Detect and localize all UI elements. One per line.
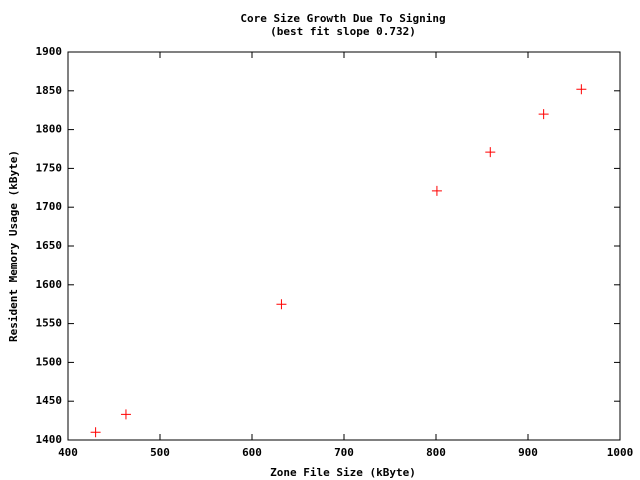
y-tick-label: 1800 <box>36 123 63 136</box>
x-tick-label: 800 <box>426 446 446 459</box>
x-tick-label: 500 <box>150 446 170 459</box>
x-axis-label: Zone File Size (kByte) <box>270 466 416 479</box>
y-tick-label: 1650 <box>36 239 63 252</box>
x-tick-label: 900 <box>518 446 538 459</box>
chart-title: Core Size Growth Due To Signing <box>240 12 445 25</box>
x-tick-label: 1000 <box>607 446 634 459</box>
y-tick-label: 1850 <box>36 84 63 97</box>
x-tick-label: 700 <box>334 446 354 459</box>
y-tick-label: 1700 <box>36 200 63 213</box>
y-tick-label: 1900 <box>36 45 63 58</box>
point <box>576 84 587 95</box>
point <box>276 299 287 310</box>
point <box>431 185 442 196</box>
point <box>120 409 131 420</box>
y-tick-label: 1400 <box>36 433 63 446</box>
point <box>485 147 496 158</box>
y-tick-label: 1550 <box>36 317 63 330</box>
y-tick-label: 1750 <box>36 161 63 174</box>
y-tick-label: 1600 <box>36 278 63 291</box>
point <box>538 109 549 120</box>
y-tick-label: 1500 <box>36 355 63 368</box>
x-tick-label: 400 <box>58 446 78 459</box>
y-tick-label: 1450 <box>36 394 63 407</box>
chart-subtitle: (best fit slope 0.732) <box>270 25 416 38</box>
point <box>90 427 101 438</box>
y-axis-label: Resident Memory Usage (kByte) <box>7 150 20 342</box>
x-tick-label: 600 <box>242 446 262 459</box>
